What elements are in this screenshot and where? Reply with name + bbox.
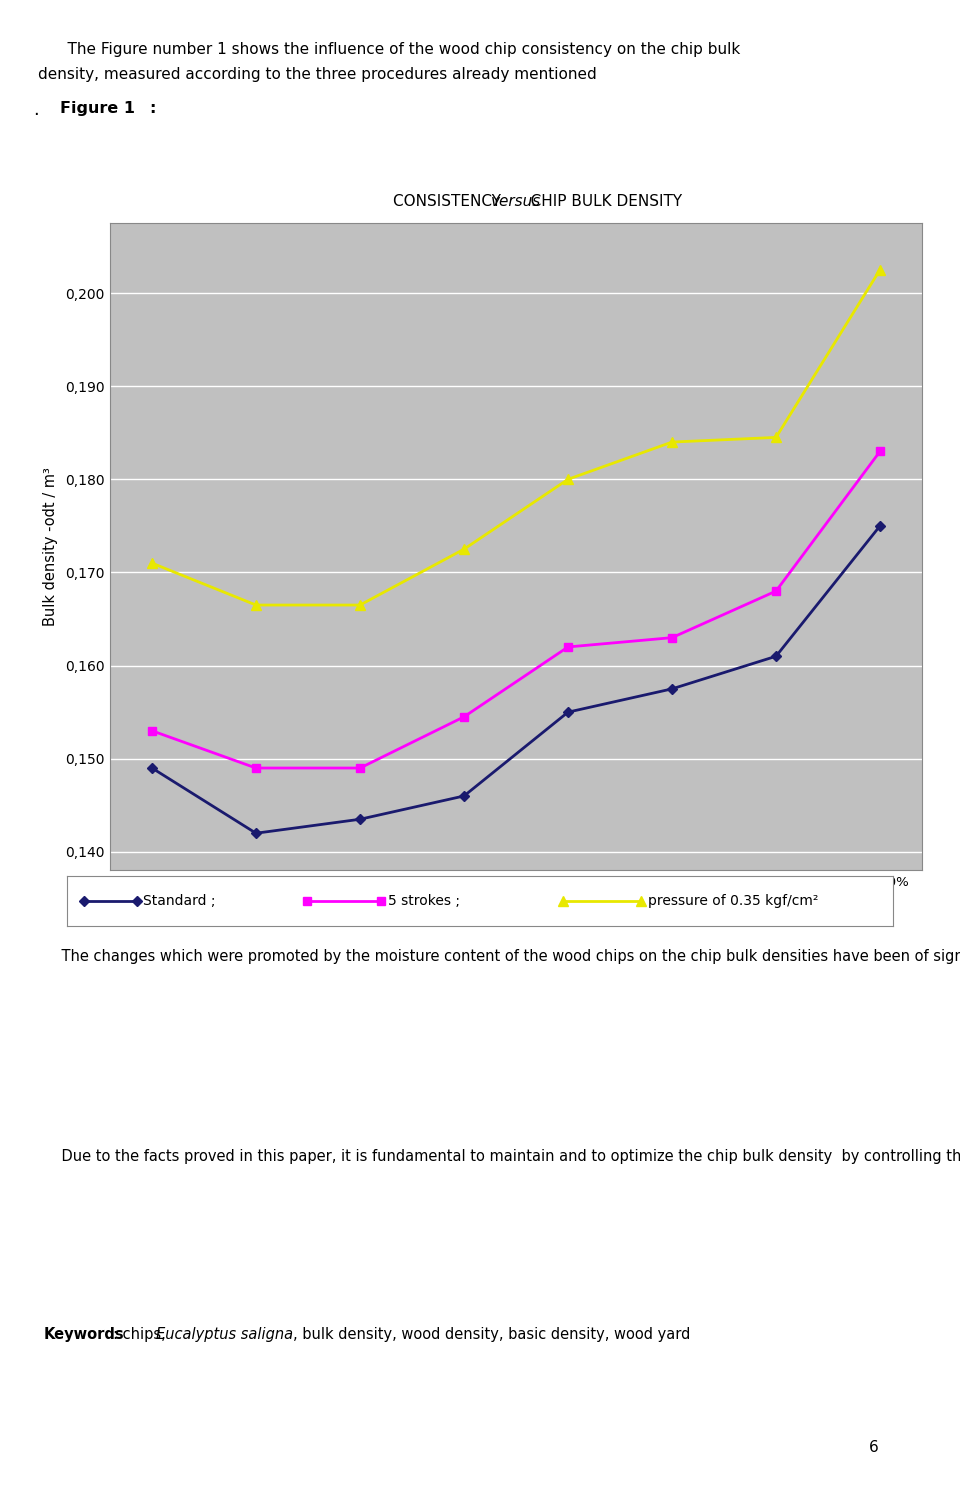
Y-axis label: Bulk density -odt / m³: Bulk density -odt / m³ [43, 467, 59, 626]
Text: density, measured according to the three procedures already mentioned: density, measured according to the three… [38, 67, 597, 82]
Text: .: . [33, 101, 38, 119]
Text: , bulk density, wood density, basic density, wood yard: , bulk density, wood density, basic dens… [293, 1327, 690, 1342]
Text: The Figure number 1 shows the influence of the wood chip consistency on the chip: The Figure number 1 shows the influence … [48, 42, 740, 57]
Text: :: : [149, 101, 156, 116]
Text: pressure of 0.35 kgf/cm²: pressure of 0.35 kgf/cm² [648, 894, 818, 908]
Text: 6: 6 [869, 1440, 878, 1455]
Text: CONSISTENCY: CONSISTENCY [394, 193, 516, 208]
Text: The changes which were promoted by the moisture content of the wood chips on the: The changes which were promoted by the m… [43, 949, 960, 964]
Text: Keywords: Keywords [43, 1327, 124, 1342]
Text: 5 strokes ;: 5 strokes ; [388, 894, 460, 908]
Text: Due to the facts proved in this paper, it is fundamental to maintain and to opti: Due to the facts proved in this paper, i… [43, 1149, 960, 1164]
Text: CHIP BULK DENSITY: CHIP BULK DENSITY [516, 193, 683, 208]
X-axis label: % Consistency: % Consistency [460, 896, 572, 911]
Text: Figure 1: Figure 1 [60, 101, 135, 116]
Text: : chips,: : chips, [113, 1327, 171, 1342]
Text: versus: versus [491, 193, 541, 208]
Text: Standard ;: Standard ; [143, 894, 216, 908]
Text: Eucalyptus saligna: Eucalyptus saligna [156, 1327, 294, 1342]
